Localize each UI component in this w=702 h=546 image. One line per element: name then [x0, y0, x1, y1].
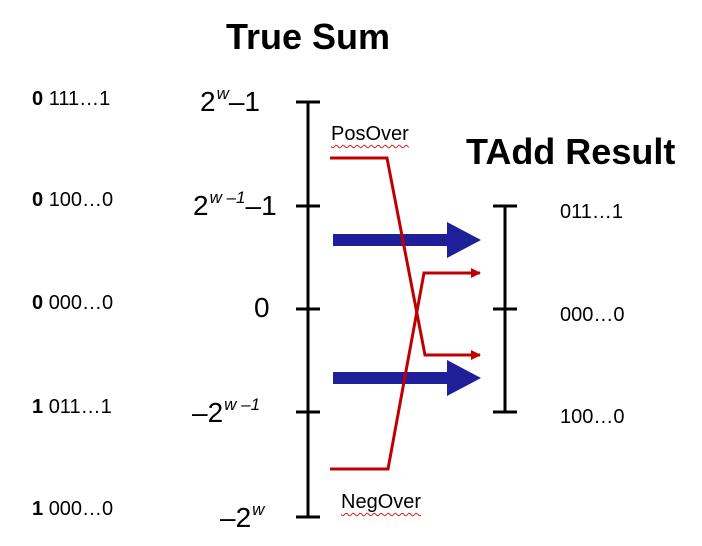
axis-label-neg-half: –2w –1 — [192, 395, 260, 429]
axis-label-exp: w –1 — [209, 188, 246, 207]
axis-label-base: 2 — [193, 190, 209, 221]
axis-label-base: –2 — [192, 397, 224, 428]
axis-label-exp: w –1 — [224, 395, 261, 414]
axis-label-exp: w — [252, 500, 265, 519]
bit-pattern-sign: 0 — [32, 189, 44, 211]
mapping-arrow-lower — [333, 360, 481, 396]
pos-overflow-label: PosOver — [331, 123, 409, 145]
axis-label-base: –2 — [220, 502, 252, 533]
bit-pattern-neg-half: 1 011…1 — [32, 396, 112, 419]
bit-pattern-rest: 011…1 — [48, 396, 112, 418]
axis-label-suffix: –1 — [228, 86, 261, 117]
tadd-result-title: TAdd Result — [466, 131, 676, 172]
axis-label-half: 2w –1–1 — [193, 188, 277, 222]
axis-label-max: 2w–1 — [200, 84, 260, 118]
bit-pattern-sign: 0 — [32, 88, 44, 110]
axis-label-suffix: –1 — [245, 190, 277, 221]
true-sum-title: True Sum — [226, 16, 391, 57]
bit-pattern-max: 0 111…1 — [32, 88, 110, 111]
result-label-min: 100…0 — [560, 406, 625, 428]
pos-overflow-line — [330, 156, 481, 360]
mapping-arrow-upper — [333, 222, 481, 258]
bit-pattern-sign: 1 — [32, 396, 44, 418]
true-sum-axis — [296, 100, 320, 519]
bit-pattern-min: 1 000…0 — [32, 498, 113, 521]
axis-label-exp: w — [216, 84, 229, 103]
axis-label-zero: 0 — [254, 292, 270, 324]
result-label-max: 011…1 — [560, 201, 624, 223]
neg-overflow-line — [330, 268, 481, 471]
bit-pattern-half: 0 100…0 — [32, 189, 113, 212]
bit-pattern-sign: 0 — [32, 292, 44, 314]
axis-label-min: –2w — [220, 500, 264, 534]
result-label-zero: 000…0 — [560, 304, 625, 326]
axis-label-base: 2 — [200, 86, 216, 117]
bit-pattern-rest: 100…0 — [48, 189, 114, 211]
neg-overflow-label: NegOver — [341, 491, 422, 513]
bit-pattern-zero: 0 000…0 — [32, 292, 113, 315]
bit-pattern-rest: 000…0 — [48, 498, 114, 520]
bit-pattern-rest: 000…0 — [48, 292, 114, 314]
result-axis — [493, 204, 517, 414]
axis-label-base: 0 — [254, 292, 270, 323]
bit-pattern-sign: 1 — [32, 498, 44, 520]
bit-pattern-rest: 111…1 — [48, 88, 111, 110]
